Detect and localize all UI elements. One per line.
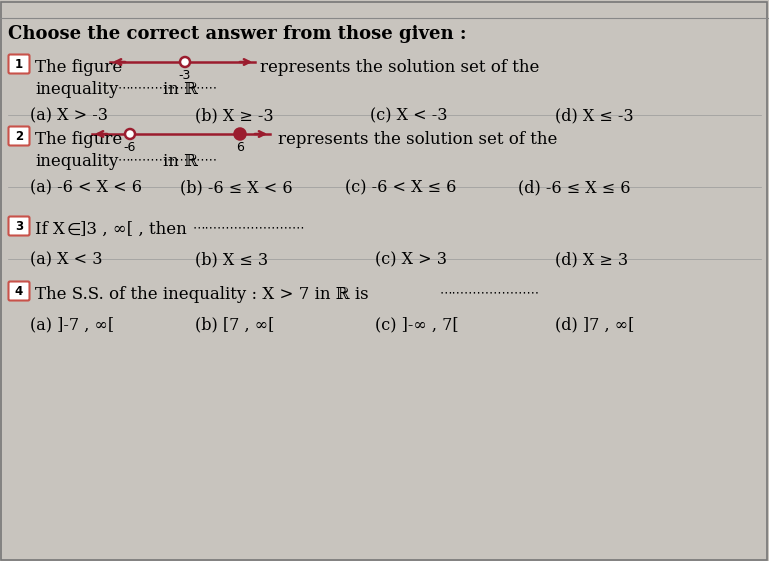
Text: (c) X > 3: (c) X > 3 [375,251,447,268]
Text: (c) X < -3: (c) X < -3 [370,107,448,124]
Text: 1: 1 [15,57,23,71]
Text: inequality: inequality [35,153,118,170]
Text: ]3 , ∞[ , then: ]3 , ∞[ , then [80,221,187,238]
FancyBboxPatch shape [8,282,29,301]
Text: represents the solution set of the: represents the solution set of the [278,131,558,148]
Text: If X: If X [35,221,65,238]
Text: ⋯⋯⋯⋯⋯⋯⋯⋯: ⋯⋯⋯⋯⋯⋯⋯⋯ [118,81,218,94]
Text: (b) -6 ≤ X < 6: (b) -6 ≤ X < 6 [180,179,293,196]
FancyBboxPatch shape [8,217,29,236]
Circle shape [235,128,245,140]
Text: (d) ]7 , ∞[: (d) ]7 , ∞[ [555,316,634,333]
Text: (a) X > -3: (a) X > -3 [30,107,108,124]
Text: 6: 6 [236,141,244,154]
Text: (c) ]-∞ , 7[: (c) ]-∞ , 7[ [375,316,458,333]
Text: ⋯⋯⋯⋯⋯⋯⋯⋯: ⋯⋯⋯⋯⋯⋯⋯⋯ [440,286,540,299]
Text: (a) X < 3: (a) X < 3 [30,251,102,268]
Text: The figure: The figure [35,59,122,76]
Text: inequality: inequality [35,81,118,98]
Text: (b) X ≤ 3: (b) X ≤ 3 [195,251,268,268]
Circle shape [180,57,190,67]
Text: Choose the correct answer from those given :: Choose the correct answer from those giv… [8,25,467,43]
Text: (d) X ≥ 3: (d) X ≥ 3 [555,251,628,268]
Text: The S.S. of the inequality : X > 7 in ℝ is: The S.S. of the inequality : X > 7 in ℝ … [35,286,368,303]
Text: 3: 3 [15,219,23,232]
Text: in ℝ: in ℝ [163,81,198,98]
Text: 2: 2 [15,130,23,142]
Text: (d) -6 ≤ X ≤ 6: (d) -6 ≤ X ≤ 6 [518,179,631,196]
Text: (c) -6 < X ≤ 6: (c) -6 < X ≤ 6 [345,179,456,196]
Text: ⋯⋯⋯⋯⋯⋯⋯⋯: ⋯⋯⋯⋯⋯⋯⋯⋯ [118,153,218,166]
FancyBboxPatch shape [8,54,29,73]
Text: (b) [7 , ∞[: (b) [7 , ∞[ [195,316,275,333]
Text: ∈: ∈ [67,221,82,239]
Text: represents the solution set of the: represents the solution set of the [260,59,539,76]
Text: (b) X ≥ -3: (b) X ≥ -3 [195,107,274,124]
Text: 4: 4 [15,284,23,297]
Text: (d) X ≤ -3: (d) X ≤ -3 [555,107,634,124]
FancyBboxPatch shape [8,126,29,145]
Text: The figure: The figure [35,131,122,148]
Text: -3: -3 [179,69,191,82]
Text: ⋯⋯⋯⋯⋯⋯⋯⋯⋯: ⋯⋯⋯⋯⋯⋯⋯⋯⋯ [193,221,305,234]
Text: (a) ]-7 , ∞[: (a) ]-7 , ∞[ [30,316,114,333]
Circle shape [125,129,135,139]
Text: in ℝ: in ℝ [163,153,198,170]
Text: (a) -6 < X < 6: (a) -6 < X < 6 [30,179,142,196]
Text: -6: -6 [124,141,136,154]
